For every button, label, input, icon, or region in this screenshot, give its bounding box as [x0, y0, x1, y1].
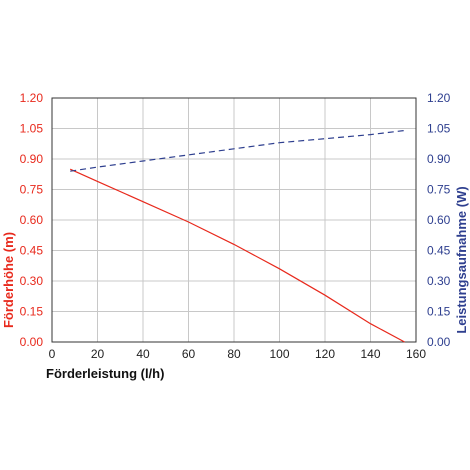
left-tick-label: 1.05	[20, 122, 44, 136]
right-tick-label: 0.00	[427, 335, 451, 349]
series-line-power	[70, 129, 405, 172]
x-tick-label: 120	[315, 347, 335, 361]
x-tick-label: 160	[406, 347, 426, 361]
right-axis-label: Leistungsaufnahme (W)	[454, 186, 469, 333]
left-tick-label: 0.45	[20, 244, 44, 258]
right-tick-label: 0.75	[427, 183, 451, 197]
right-tick-label: 0.15	[427, 305, 451, 319]
x-tick-label: 60	[182, 347, 196, 361]
left-tick-label: 0.15	[20, 305, 44, 319]
plot-frame	[51, 97, 417, 343]
right-tick-label: 1.20	[427, 91, 451, 105]
left-axis-ticks: 0.00 0.15 0.30 0.45 0.60 0.75 0.90 1.05 1.20	[20, 91, 44, 349]
x-tick-label: 80	[227, 347, 241, 361]
right-tick-label: 0.45	[427, 244, 451, 258]
series-line-head	[69, 168, 405, 343]
right-tick-label: 1.05	[427, 122, 451, 136]
left-tick-label: 1.20	[20, 91, 44, 105]
right-tick-label: 0.30	[427, 274, 451, 288]
x-tick-label: 40	[136, 347, 150, 361]
left-tick-label: 0.60	[20, 213, 44, 227]
left-axis-label: Förderhöhe (m)	[1, 232, 16, 328]
x-tick-label: 20	[91, 347, 105, 361]
x-tick-label: 100	[269, 347, 289, 361]
x-axis-label: Förderleistung (l/h)	[46, 366, 164, 381]
x-axis-ticks: 0 20 40 60 80 100 120 140 160	[49, 347, 427, 361]
left-tick-label: 0.30	[20, 274, 44, 288]
left-tick-label: 0.00	[20, 335, 44, 349]
right-tick-label: 0.60	[427, 213, 451, 227]
left-tick-label: 0.75	[20, 183, 44, 197]
x-tick-label: 0	[49, 347, 56, 361]
series-group	[69, 129, 405, 343]
x-tick-label: 140	[360, 347, 380, 361]
left-tick-label: 0.90	[20, 152, 44, 166]
right-axis-ticks: 0.00 0.15 0.30 0.45 0.60 0.75 0.90 1.05 1.20	[427, 91, 451, 349]
right-tick-label: 0.90	[427, 152, 451, 166]
